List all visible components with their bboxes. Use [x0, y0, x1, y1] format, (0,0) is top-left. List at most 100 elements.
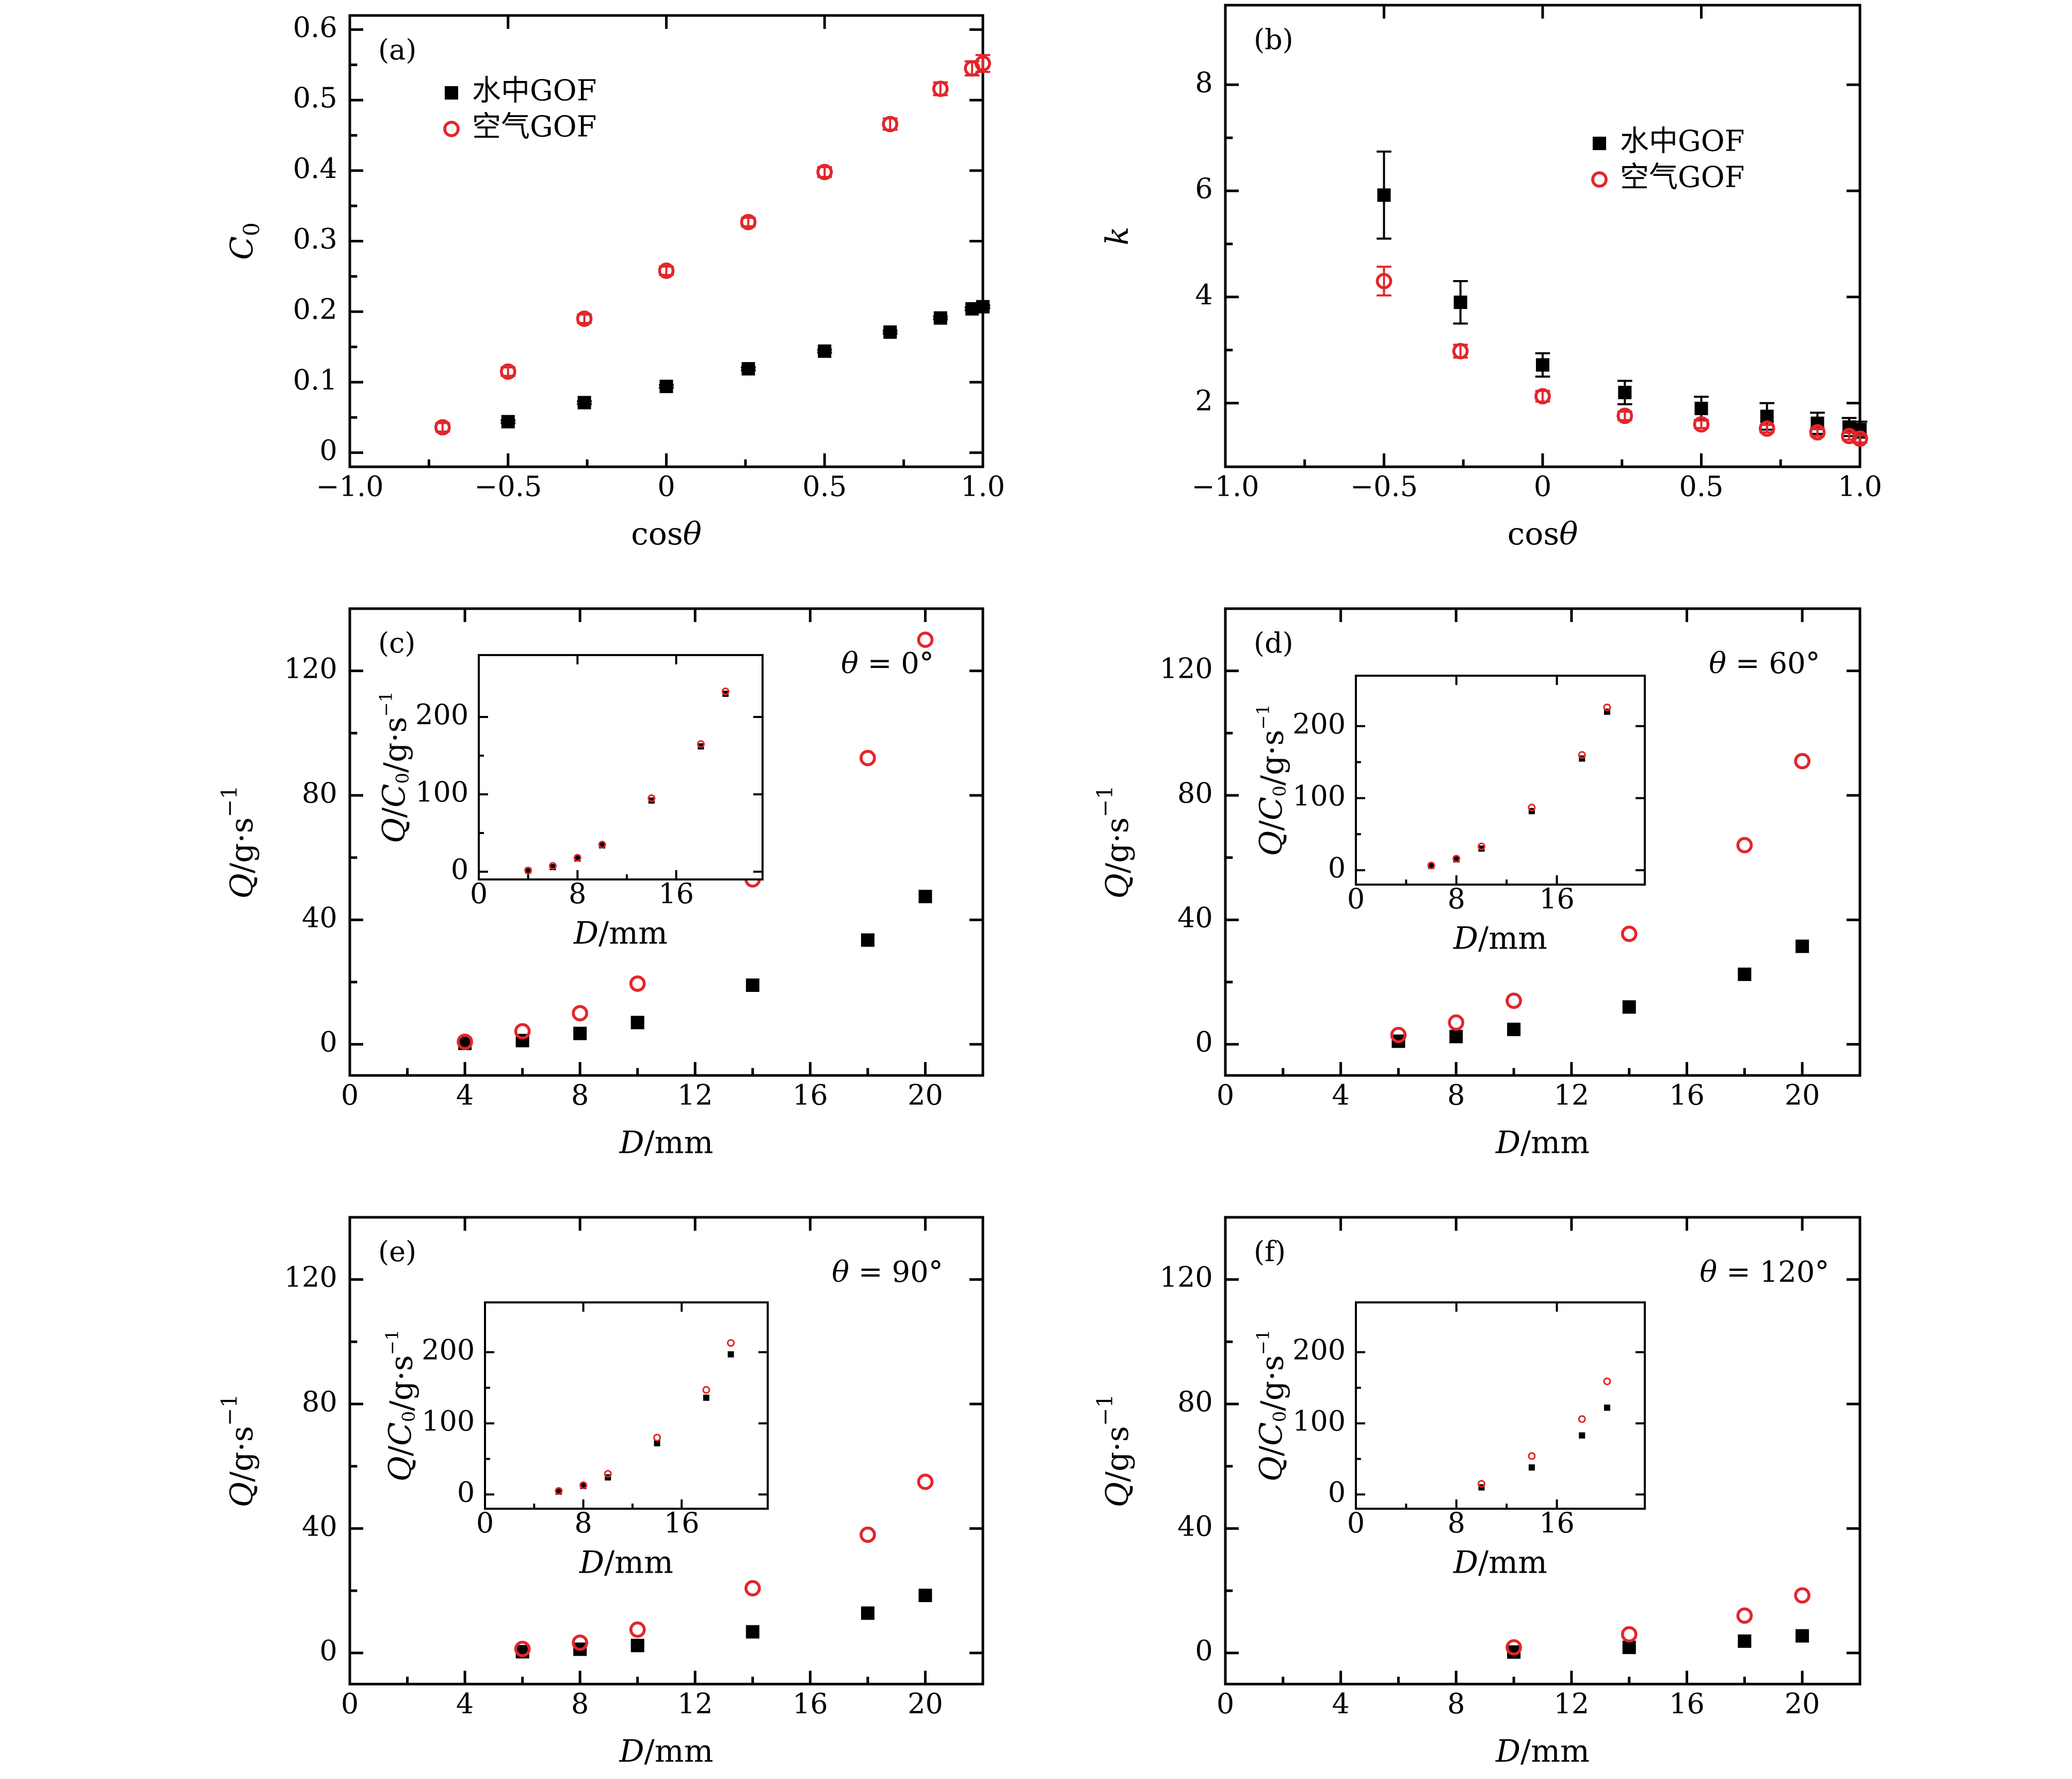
plot-frame	[348, 14, 984, 468]
x-tick-label: 20	[908, 1079, 943, 1112]
inset-data-point	[702, 1386, 710, 1394]
y-axis-label: Q/g·s−1	[1092, 786, 1136, 899]
inset-data-point	[1578, 751, 1586, 759]
inset-y-tick-label: 100	[1292, 1405, 1346, 1437]
data-point	[658, 263, 675, 279]
inset-series-air	[555, 1339, 735, 1495]
inset-x-axis-label: D/mm	[579, 1544, 673, 1580]
inset-data-point	[648, 794, 656, 802]
data-point	[1536, 358, 1549, 372]
data-point	[1616, 407, 1633, 425]
y-tick-label: 0.3	[293, 223, 337, 255]
inset-x-axis-label: D/mm	[1453, 920, 1547, 956]
data-point	[1506, 992, 1522, 1009]
data-point	[816, 164, 833, 181]
inset-data-point	[598, 841, 606, 848]
x-axis-label: cosθ	[631, 516, 702, 552]
inset-x-tick-label: 8	[1448, 1507, 1465, 1539]
y-tick-label: 0.5	[293, 81, 337, 114]
legend-marker	[1591, 171, 1608, 188]
series-air	[1375, 266, 1868, 447]
x-tick-label: 16	[1669, 1688, 1705, 1720]
inset-data-point	[1528, 804, 1536, 812]
angle-annotation: θ = 0°	[841, 647, 934, 680]
inset-y-tick-label: 100	[1292, 779, 1346, 812]
panel-label: (b)	[1254, 23, 1293, 56]
x-tick-label: 0.5	[1679, 470, 1724, 503]
data-point	[746, 978, 759, 992]
x-tick-label: 4	[1332, 1688, 1349, 1720]
data-point	[975, 55, 991, 72]
x-tick-label: 20	[908, 1688, 943, 1720]
x-tick-label: 20	[1785, 1079, 1820, 1112]
inset-y-tick-label: 200	[415, 698, 468, 731]
series-air	[1390, 753, 1811, 1043]
data-point	[882, 116, 899, 133]
inset-x-axis-label: D/mm	[573, 915, 668, 951]
y-tick-label: 120	[1160, 652, 1213, 685]
data-point	[630, 1639, 644, 1653]
inset-data-point	[1477, 842, 1485, 851]
panel-a: −1.0 −0.5 0 0.5 1.0 0 0.1 0.2 0.3 0.4 0.5 0.6 cosθ C0…	[224, 11, 1005, 552]
x-tick-label: −0.5	[1350, 470, 1418, 503]
series-water	[1377, 150, 1868, 439]
data-point	[576, 311, 593, 327]
y-tick-label: 6	[1195, 172, 1212, 205]
inset-data-point	[697, 740, 705, 748]
legend-marker	[443, 121, 460, 137]
y-tick-label: 0	[1195, 1635, 1212, 1667]
x-tick-label: 0	[341, 1079, 359, 1112]
x-tick-label: 1.0	[961, 470, 1005, 503]
y-tick-label: 0.2	[293, 293, 337, 325]
inset-data-point	[524, 867, 532, 875]
y-tick-label: 8	[1195, 66, 1212, 99]
x-tick-label: 4	[456, 1688, 474, 1720]
x-tick-label: 8	[571, 1688, 589, 1720]
x-axis-label: cosθ	[1508, 516, 1578, 552]
data-point	[744, 1580, 761, 1597]
data-point	[883, 325, 897, 339]
x-tick-label: −1.0	[1191, 470, 1259, 503]
x-tick-label: 16	[792, 1079, 828, 1112]
inset-data-point	[1528, 1464, 1535, 1471]
x-tick-label: 0	[657, 470, 675, 503]
inset-plot-frame	[1355, 1301, 1646, 1510]
inset-plot-frame	[484, 1301, 769, 1510]
inset-data-point	[579, 1481, 588, 1489]
inset-data-point	[525, 867, 531, 874]
inset-plot: 0 8 16 0 100 200 D/mm Q/C0/g·s−1	[1253, 675, 1646, 956]
inset-plot: 0 8 16 0 100 200 D/mm Q/C0/g·s−1	[1253, 1301, 1646, 1580]
series-water	[458, 890, 932, 1050]
panel-label: (c)	[378, 627, 415, 659]
inset-x-tick-label: 16	[1539, 883, 1575, 915]
panel-label: (e)	[378, 1235, 416, 1268]
inset-x-tick-label: 8	[569, 877, 586, 910]
data-point	[572, 1634, 589, 1651]
data-point	[860, 1526, 876, 1543]
data-point	[1618, 385, 1632, 399]
data-point	[917, 1473, 934, 1490]
x-tick-label: 16	[1669, 1079, 1705, 1112]
x-tick-label: 8	[1447, 1079, 1465, 1112]
data-point	[1794, 1587, 1811, 1604]
x-tick-label: 16	[792, 1688, 828, 1720]
inset-data-point	[548, 862, 557, 870]
legend-marker	[445, 86, 458, 100]
y-tick-label: 40	[1177, 901, 1213, 934]
x-tick-label: 4	[1332, 1079, 1349, 1112]
plot-frame	[1224, 607, 1861, 1077]
y-tick-label: 0	[319, 1635, 337, 1667]
x-axis-label: D/mm	[1495, 1124, 1590, 1161]
data-point	[1809, 424, 1826, 440]
inset-data-point	[1603, 1377, 1611, 1385]
y-tick-label: 80	[1177, 1385, 1213, 1418]
y-tick-label: 0	[319, 1026, 337, 1058]
data-point	[1506, 1639, 1522, 1656]
inset-data-point	[555, 1487, 563, 1495]
data-point	[932, 80, 949, 97]
inset-y-tick-label: 100	[422, 1405, 475, 1437]
inset-y-axis-label: Q/C0/g·s−1	[382, 1330, 419, 1482]
x-tick-label: 12	[1554, 1079, 1590, 1112]
